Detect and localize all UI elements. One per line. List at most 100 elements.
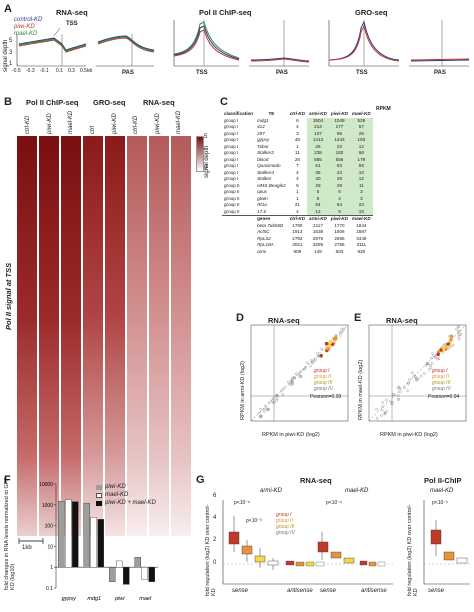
cell-te: gtwin xyxy=(257,195,268,201)
scatter-point xyxy=(375,408,378,411)
cell-rpkm: 4 xyxy=(296,169,299,175)
scatter-point xyxy=(406,389,409,392)
cell-te: Rt1a xyxy=(257,202,267,207)
g-legend-g4: group IV xyxy=(276,530,295,536)
scatter-point xyxy=(392,393,395,397)
boxplots-g xyxy=(222,500,470,585)
colorbar-label: signal depth xyxy=(204,145,210,178)
scatter-point xyxy=(408,377,411,381)
gene-row: RpL18A 3021 3289 2756 3111 xyxy=(222,242,373,249)
scatter-point xyxy=(339,333,342,337)
scatter-point xyxy=(403,386,406,390)
scatter-e xyxy=(368,324,467,422)
panel-e-ylabel: RPKM in mael-KD (log2) xyxy=(358,359,364,420)
col-label-2: piwi-KD xyxy=(47,113,53,134)
te-row: group I Stalker4 4 35 23 10 xyxy=(222,169,373,176)
f-bar xyxy=(72,501,79,568)
scatter-point xyxy=(314,358,317,361)
panel-d-xlabel: RPKM in piwi-KD (log2) xyxy=(262,432,320,438)
scatter-point xyxy=(415,377,418,380)
cell-classification: group II xyxy=(224,202,240,207)
scatter-point-te xyxy=(442,347,446,351)
cell-te: 412 xyxy=(257,124,265,129)
cell-rpkm: 238 xyxy=(307,150,329,157)
panel-e-label: E xyxy=(354,312,362,324)
g-pvalue-2: p<10⁻³ xyxy=(246,518,262,524)
col-label-4: ctrl xyxy=(90,126,96,134)
cell-te: gypsy xyxy=(257,137,270,142)
f-bar xyxy=(58,500,65,568)
scatter-point xyxy=(294,372,298,376)
scatter-d xyxy=(250,324,349,422)
scatter-point xyxy=(288,382,292,386)
scatter-point xyxy=(381,401,384,404)
f-ytick-label: 0.1 xyxy=(46,586,53,592)
f-bar xyxy=(83,502,90,568)
rna-tss-profile xyxy=(16,27,87,67)
box-armi-sense-g2 xyxy=(241,540,253,562)
cell-classification: group II xyxy=(224,208,240,214)
cell-rpkm: 61 xyxy=(307,163,329,170)
heatmap-side-label: Pol II signal at TSS xyxy=(4,262,13,330)
cell-te: Tabor xyxy=(257,143,269,149)
scatter-point xyxy=(436,357,440,361)
gene-header-cell: armi-KD xyxy=(307,215,329,223)
scatter-point xyxy=(300,375,303,378)
scatter-point xyxy=(397,398,400,401)
cell-rpkm: 2793 xyxy=(292,235,303,241)
scatter-point xyxy=(293,376,297,380)
box-pol-g2 xyxy=(443,551,455,561)
heatmap-group-rna: RNA-seq xyxy=(143,98,175,107)
box-armi-sense-g3 xyxy=(254,548,266,568)
scatter-point xyxy=(287,380,290,384)
scatter-point xyxy=(290,383,293,387)
f-category-label: mdg1 xyxy=(87,596,101,602)
te-rpkm-table: classification TE ctrl-KD armi-KD piwi-K… xyxy=(222,111,373,255)
panel-d-ylabel: RPKM in armi-KD (log2) xyxy=(240,361,246,420)
box-mael-sense xyxy=(317,532,355,564)
cell-rpkm: 1 xyxy=(296,195,299,201)
g-mael-header-2: mael-KD xyxy=(430,488,454,494)
cell-te: Stalker2 xyxy=(257,150,274,155)
cell-te: Stalker xyxy=(257,176,272,181)
cell-rpkm: 29 xyxy=(328,176,351,183)
cell-classification: group I xyxy=(224,176,239,181)
scatter-point xyxy=(258,415,262,418)
xtick-05kb: 0.5kb xyxy=(80,68,93,74)
cell-te: HMS-Beagle2 xyxy=(257,182,286,188)
panel-g-rna-title: RNA-seq xyxy=(300,476,332,485)
scatter-point xyxy=(262,407,266,411)
scatter-point xyxy=(412,374,416,378)
panel-d-title: RNA-seq xyxy=(268,316,300,325)
g-armi-sense: sense xyxy=(232,588,249,594)
f-ytick-label: 10000 xyxy=(39,482,53,488)
panel-a-gro-title: GRO-seq xyxy=(355,8,388,17)
cell-gene: armi xyxy=(257,248,267,254)
box-armi-sense-g1 xyxy=(228,516,240,552)
scatter-point xyxy=(272,397,275,400)
cell-classification: group I xyxy=(224,117,239,123)
te-row: group I Tabor 1 28 22 12 xyxy=(222,143,373,150)
g-pvalue-4: p<10⁻⁵ xyxy=(432,500,448,506)
scatter-point xyxy=(459,333,463,336)
cell-rpkm: 1844 xyxy=(356,222,367,228)
gene-row: beta Tub56D 1790 2117 1770 1844 xyxy=(222,223,373,230)
panel-a-rna-title: RNA-seq xyxy=(56,8,88,17)
col-piwi-kd: piwi-KD xyxy=(330,111,349,116)
ytick-1: 1 xyxy=(9,61,13,67)
scatter-point xyxy=(290,379,293,383)
panel-g-label: G xyxy=(196,474,205,486)
scatter-point xyxy=(275,399,278,402)
cell-rpkm: 12 xyxy=(307,208,329,216)
e-legend-g4: group IV xyxy=(432,386,451,392)
f-bar xyxy=(90,517,97,568)
g-pvalue-1: p<10⁻⁸ xyxy=(234,500,251,506)
cell-rpkm: 1639 xyxy=(312,229,324,234)
g-ytick-2: 2 xyxy=(213,537,217,543)
scatter-point xyxy=(263,410,266,413)
cell-te: blood xyxy=(257,156,269,162)
pol-tss-label: TSS xyxy=(196,70,208,76)
cell-rpkm: 12 xyxy=(350,176,373,183)
xtick-m03: -0.3 xyxy=(26,68,35,74)
scatter-point xyxy=(389,401,393,404)
